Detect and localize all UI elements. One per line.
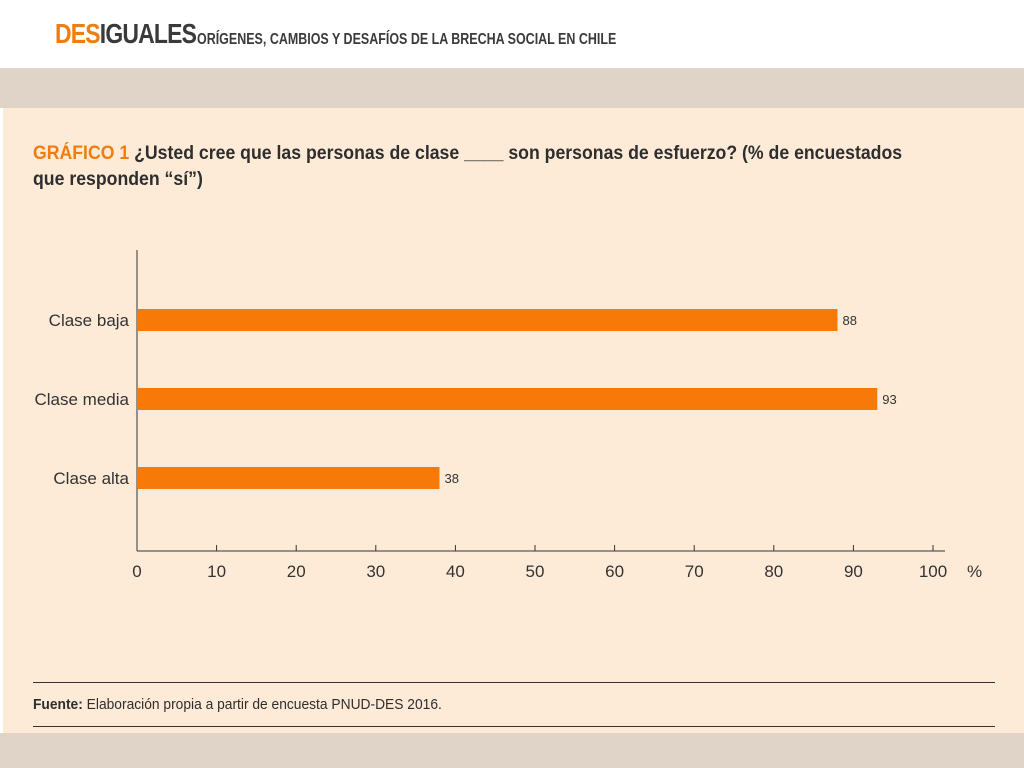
- source-divider-top: [33, 682, 995, 683]
- figure-question: ¿Usted cree que las personas de clase __…: [33, 143, 903, 190]
- source-text: Elaboración propia a partir de encuesta …: [86, 696, 442, 713]
- bar: [138, 309, 838, 331]
- x-tick-label: 60: [605, 562, 624, 581]
- brand-rest: IGUALES: [99, 18, 197, 49]
- brand-logo: DESIGUALES: [55, 18, 197, 50]
- brand-highlight: DES: [55, 18, 101, 49]
- x-tick-label: 90: [844, 562, 863, 581]
- x-tick-label: 40: [446, 562, 465, 581]
- bottom-band: [0, 733, 1024, 768]
- data-label: 38: [444, 471, 458, 486]
- source-label: Fuente:: [33, 696, 83, 713]
- header-subtitle: ORÍGENES, CAMBIOS Y DESAFÍOS DE LA BRECH…: [197, 31, 617, 48]
- figure-panel: [3, 108, 1024, 733]
- page-header: DESIGUALES ORÍGENES, CAMBIOS Y DESAFÍOS …: [0, 0, 1024, 68]
- category-label: Clase media: [35, 390, 130, 409]
- category-label: Clase baja: [49, 311, 130, 330]
- source-divider-bottom: [33, 726, 995, 727]
- bar: [138, 467, 440, 489]
- bar: [138, 388, 878, 410]
- category-label: Clase alta: [53, 469, 129, 488]
- x-unit-label: %: [967, 562, 982, 581]
- x-tick-label: 100: [919, 562, 947, 581]
- x-tick-label: 50: [526, 562, 545, 581]
- x-tick-label: 20: [287, 562, 306, 581]
- top-band: [0, 68, 1024, 108]
- source-note: Fuente: Elaboración propia a partir de e…: [33, 696, 442, 713]
- x-tick-label: 30: [366, 562, 385, 581]
- x-tick-label: 80: [764, 562, 783, 581]
- figure-label: GRÁFICO 1: [33, 143, 130, 164]
- x-tick-label: 10: [207, 562, 226, 581]
- data-label: 88: [842, 313, 856, 328]
- data-label: 93: [882, 392, 896, 407]
- x-tick-label: 70: [685, 562, 704, 581]
- figure-title: GRÁFICO 1 ¿Usted cree que las personas d…: [33, 141, 907, 193]
- x-tick-label: 0: [132, 562, 141, 581]
